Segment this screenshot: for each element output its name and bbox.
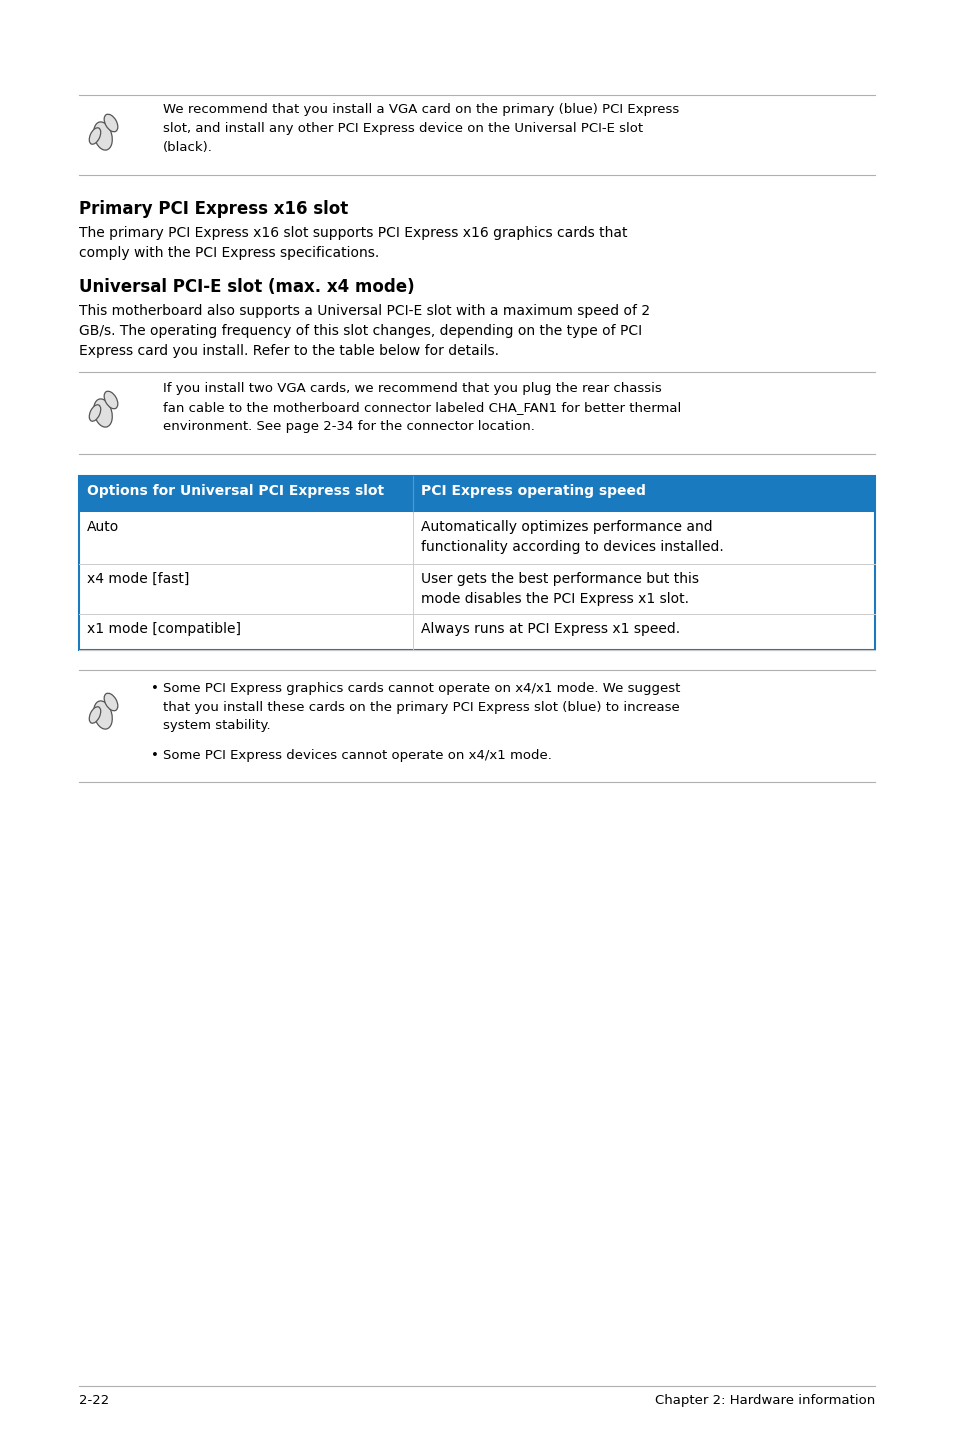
Text: Options for Universal PCI Express slot: Options for Universal PCI Express slot — [87, 485, 384, 498]
Text: The primary PCI Express x16 slot supports PCI Express x16 graphics cards that
co: The primary PCI Express x16 slot support… — [79, 226, 627, 260]
Bar — [79, 476, 874, 650]
Text: If you install two VGA cards, we recommend that you plug the rear chassis
fan ca: If you install two VGA cards, we recomme… — [163, 383, 680, 433]
Text: We recommend that you install a VGA card on the primary (blue) PCI Express
slot,: We recommend that you install a VGA card… — [163, 104, 679, 154]
Text: Always runs at PCI Express x1 speed.: Always runs at PCI Express x1 speed. — [421, 623, 679, 636]
Ellipse shape — [104, 693, 118, 710]
Text: x1 mode [compatible]: x1 mode [compatible] — [87, 623, 241, 636]
Text: •: • — [151, 682, 159, 695]
Text: User gets the best performance but this
mode disables the PCI Express x1 slot.: User gets the best performance but this … — [421, 572, 699, 605]
Text: •: • — [151, 749, 159, 762]
Text: Automatically optimizes performance and
functionality according to devices insta: Automatically optimizes performance and … — [421, 521, 723, 554]
Ellipse shape — [90, 404, 101, 421]
Bar — [79, 512, 874, 564]
Ellipse shape — [93, 700, 112, 729]
Text: Some PCI Express graphics cards cannot operate on x4/x1 mode. We suggest
that yo: Some PCI Express graphics cards cannot o… — [163, 682, 679, 732]
Text: Some PCI Express devices cannot operate on x4/x1 mode.: Some PCI Express devices cannot operate … — [163, 749, 551, 762]
Text: Auto: Auto — [87, 521, 119, 533]
Ellipse shape — [93, 122, 112, 150]
Ellipse shape — [104, 391, 118, 408]
Bar — [79, 476, 874, 512]
Text: This motherboard also supports a Universal PCI-E slot with a maximum speed of 2
: This motherboard also supports a Univers… — [79, 303, 649, 358]
Ellipse shape — [93, 398, 112, 427]
Text: Primary PCI Express x16 slot: Primary PCI Express x16 slot — [79, 200, 348, 219]
Ellipse shape — [90, 128, 101, 144]
Bar — [79, 614, 874, 650]
Text: 2-22: 2-22 — [79, 1393, 110, 1406]
Ellipse shape — [90, 706, 101, 723]
Text: Chapter 2: Hardware information: Chapter 2: Hardware information — [654, 1393, 874, 1406]
Text: PCI Express operating speed: PCI Express operating speed — [421, 485, 645, 498]
Text: Universal PCI-E slot (max. x4 mode): Universal PCI-E slot (max. x4 mode) — [79, 278, 415, 296]
Bar — [79, 564, 874, 614]
Text: x4 mode [fast]: x4 mode [fast] — [87, 572, 190, 587]
Ellipse shape — [104, 114, 118, 132]
